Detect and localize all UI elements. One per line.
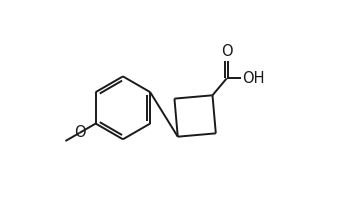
Text: OH: OH bbox=[242, 71, 264, 86]
Text: O: O bbox=[74, 125, 85, 140]
Text: O: O bbox=[221, 44, 233, 59]
